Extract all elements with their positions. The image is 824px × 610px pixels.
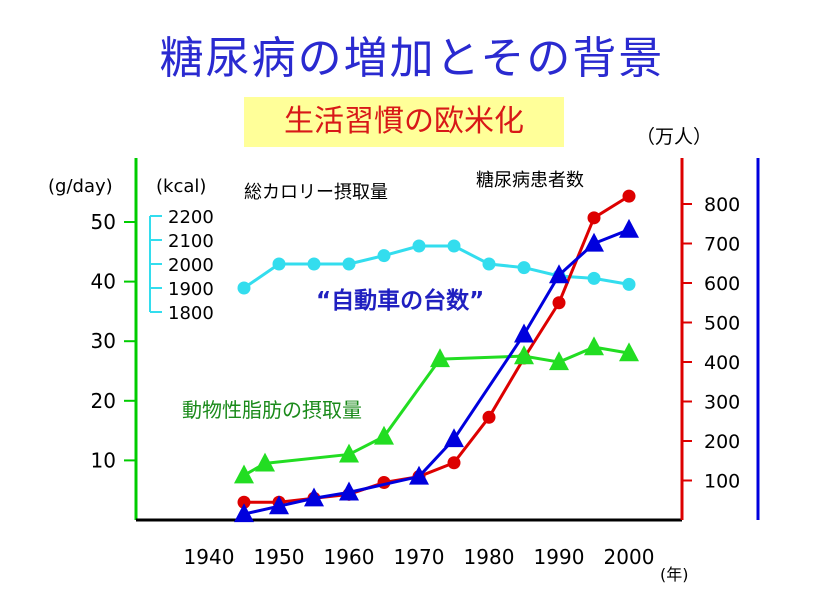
fat-axis-unit: (g/day): [48, 176, 113, 197]
data-point-1: [447, 456, 461, 470]
data-point-2: [339, 443, 359, 463]
data-point-2: [374, 425, 394, 445]
data-point-3: [584, 232, 604, 252]
series-label-3: “自動車の台数”: [316, 287, 484, 314]
fat-tick-label: 20: [91, 389, 116, 413]
data-point-0: [307, 257, 321, 271]
x-axis-label: (年): [660, 565, 689, 584]
kcal-tick-label: 1800: [168, 303, 214, 324]
data-point-0: [482, 257, 496, 271]
data-point-2: [619, 342, 639, 362]
patients-tick-label: 800: [704, 194, 740, 216]
data-point-0: [377, 249, 391, 263]
data-point-1: [552, 296, 566, 310]
x-tick-label: 1960: [324, 545, 375, 569]
data-point-0: [237, 281, 251, 295]
kcal-tick-label: 2000: [168, 255, 214, 276]
kcal-axis-unit: (kcal): [156, 176, 206, 197]
data-point-2: [584, 336, 604, 356]
data-point-3: [444, 428, 464, 448]
data-point-0: [622, 277, 636, 291]
series-label-0: 総カロリー摂取量: [244, 182, 388, 203]
data-point-1: [482, 410, 496, 424]
patients-tick-label: 500: [704, 313, 740, 335]
fat-tick-label: 40: [91, 270, 116, 294]
fat-tick-label: 50: [91, 210, 116, 234]
data-point-1: [622, 189, 636, 203]
chart-subtitle: 生活習慣の欧米化: [244, 97, 564, 147]
patients-tick-label: 600: [704, 273, 740, 295]
x-tick-label: 1990: [534, 545, 585, 569]
data-point-1: [587, 211, 601, 225]
patients-tick-label: 400: [704, 352, 740, 374]
fat-tick-label: 10: [91, 448, 116, 472]
data-point-3: [269, 495, 289, 515]
data-point-3: [514, 323, 534, 343]
patients-axis-unit: （万人）: [636, 126, 712, 148]
data-point-3: [304, 487, 324, 507]
data-point-0: [517, 261, 531, 275]
x-tick-label: 2000: [604, 545, 655, 569]
x-tick-label: 1970: [394, 545, 445, 569]
data-point-3: [549, 264, 569, 284]
x-tick-label: 1980: [464, 545, 515, 569]
kcal-tick-label: 1900: [168, 279, 214, 300]
patients-tick-label: 300: [704, 392, 740, 414]
data-point-3: [619, 218, 639, 238]
series-label-2: 動物性脂肪の摂取量: [182, 398, 362, 422]
data-point-2: [430, 348, 450, 368]
series-line-3: [243, 228, 630, 516]
data-point-3: [339, 481, 359, 501]
data-point-1: [237, 495, 251, 509]
x-tick-label: 1940: [184, 545, 235, 569]
kcal-tick-label: 2100: [168, 231, 214, 252]
series-label-1: 糖尿病患者数: [476, 170, 584, 191]
data-point-2: [234, 464, 254, 484]
data-point-0: [272, 257, 286, 271]
fat-tick-label: 30: [91, 329, 116, 353]
patients-tick-label: 100: [704, 471, 740, 493]
patients-tick-label: 700: [704, 234, 740, 256]
series-line-0: [243, 244, 630, 290]
chart-title: 糖尿病の増加とその背景: [159, 33, 665, 84]
data-point-2: [255, 452, 275, 472]
patients-tick-label: 200: [704, 431, 740, 453]
data-point-0: [447, 239, 461, 253]
data-point-3: [409, 465, 429, 485]
data-point-0: [342, 257, 356, 271]
data-point-0: [412, 239, 426, 253]
data-point-2: [514, 345, 534, 365]
data-point-2: [549, 351, 569, 371]
x-tick-label: 1950: [254, 545, 305, 569]
data-point-3: [234, 503, 254, 523]
kcal-tick-label: 2200: [168, 207, 214, 228]
data-point-0: [587, 271, 601, 285]
